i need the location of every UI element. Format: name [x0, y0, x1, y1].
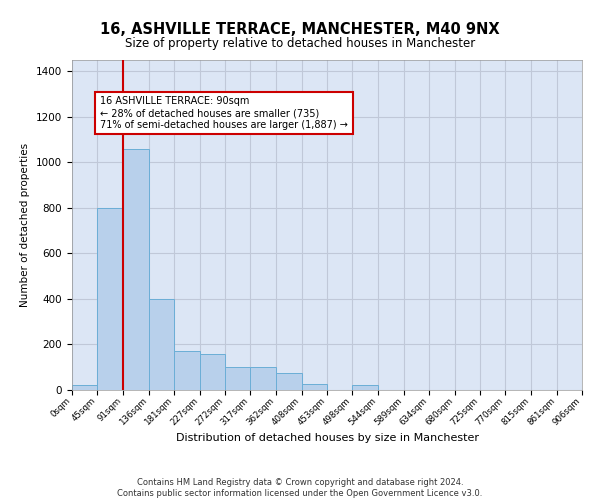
Bar — [72, 386, 97, 390]
Text: 16 ASHVILLE TERRACE: 90sqm
← 28% of detached houses are smaller (735)
71% of sem: 16 ASHVILLE TERRACE: 90sqm ← 28% of deta… — [100, 96, 348, 130]
Bar — [97, 208, 123, 390]
Bar — [123, 149, 149, 390]
Text: 16, ASHVILLE TERRACE, MANCHESTER, M40 9NX: 16, ASHVILLE TERRACE, MANCHESTER, M40 9N… — [100, 22, 500, 38]
Bar — [276, 373, 302, 390]
Text: Size of property relative to detached houses in Manchester: Size of property relative to detached ho… — [125, 38, 475, 51]
X-axis label: Distribution of detached houses by size in Manchester: Distribution of detached houses by size … — [176, 433, 479, 443]
Text: Contains HM Land Registry data © Crown copyright and database right 2024.
Contai: Contains HM Land Registry data © Crown c… — [118, 478, 482, 498]
Y-axis label: Number of detached properties: Number of detached properties — [20, 143, 31, 307]
Bar — [250, 367, 276, 390]
Bar — [149, 299, 174, 390]
Bar — [200, 354, 225, 390]
Bar — [225, 367, 250, 390]
Bar — [174, 352, 200, 390]
Bar — [352, 386, 378, 390]
Bar — [302, 384, 327, 390]
